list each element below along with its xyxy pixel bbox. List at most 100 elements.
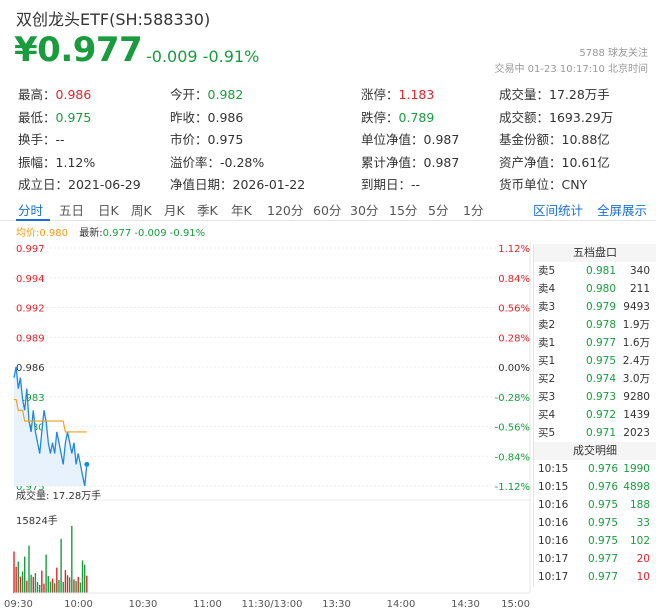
tab-10[interactable]: 30分 [350, 203, 379, 218]
stat-value: -- [411, 177, 421, 192]
stat-item: 单位净值：0.987 [361, 129, 459, 148]
stat-item: 净值日期：2026-01-22 [170, 174, 305, 193]
stat-value: 10.88亿 [561, 132, 610, 147]
time-tick-label: 15:00 [501, 599, 530, 610]
level-qty: 211 [629, 283, 650, 295]
legend-avg-value: 0.980 [39, 228, 69, 239]
level-label: 买5 [538, 427, 556, 439]
stat-item: 累计净值：0.987 [361, 152, 459, 171]
stat-item: 溢价率：-0.28% [170, 152, 264, 171]
stat-item: 资产净值：10.61亿 [499, 152, 610, 171]
fullscreen-link[interactable]: 全屏展示 [597, 203, 648, 218]
stat-value: 0.975 [207, 132, 244, 147]
trade-price: 0.977 [587, 553, 618, 565]
trade-row: 10:17 0.977 20 [534, 550, 656, 568]
trade-qty: 1990 [623, 463, 650, 475]
volume-bar [53, 583, 56, 593]
level-price: 0.973 [585, 391, 616, 403]
ask-levels: 卖5 0.981 340 卖4 0.980 211 卖3 0.979 9493 卖2 0.978 1.… [534, 262, 656, 352]
pct-tick-label: -0.84% [495, 452, 530, 463]
order-book-row: 买1 0.975 2.4万 [534, 352, 656, 370]
trade-time: 10:17 [538, 553, 569, 565]
stat-value: 1693.29万 [549, 109, 614, 125]
volume-bar [64, 570, 67, 593]
stat-label: 基金份额： [499, 132, 562, 147]
chart-legend: 均价:0.980 最新:0.977 -0.009 -0.91% [16, 224, 205, 239]
time-tick-label: 11:30/13:00 [241, 599, 302, 610]
intraday-chart[interactable]: 0.997 1.12% 0.994 0.84% 0.992 0.56% 0.989 0.28%… [0, 236, 533, 615]
time-tick-label: 10:30 [129, 599, 158, 610]
level-qty: 3.0万 [622, 373, 650, 385]
stat-item: 换手：-- [18, 129, 65, 148]
range-stats-link[interactable]: 区间统计 [533, 203, 584, 218]
order-book-row: 卖1 0.977 1.6万 [534, 334, 656, 352]
level-qty: 2023 [623, 427, 650, 439]
tab-8[interactable]: 120分 [267, 203, 304, 218]
stat-value: -- [55, 132, 65, 147]
tab-9[interactable]: 60分 [313, 203, 342, 218]
stat-item: 市价：0.975 [170, 129, 243, 148]
stat-item: 最高：0.986 [18, 84, 91, 103]
level-label: 买1 [538, 355, 556, 367]
quote-stats-grid: 最高：0.986 今开：0.982 涨停：1.183 成交量：17.28万手 最低：0.… [18, 84, 648, 197]
follower-count[interactable]: 5788 球友关注 [579, 48, 648, 59]
pct-tick-label: -0.56% [495, 423, 530, 434]
volume-bar [58, 579, 60, 593]
stat-label: 换手： [18, 132, 56, 147]
trade-price: 0.977 [587, 571, 618, 583]
volume-bar [75, 581, 77, 593]
trade-price: 0.976 [587, 481, 618, 493]
trade-price: 0.975 [587, 517, 618, 529]
stat-value: -0.28% [220, 154, 265, 170]
stat-label: 成交额： [499, 109, 550, 125]
volume-bar [83, 564, 86, 593]
volume-bar [38, 584, 41, 593]
level-price: 0.979 [585, 301, 616, 313]
tab-7[interactable]: 年K [231, 203, 252, 218]
level-qty: 9280 [623, 391, 650, 403]
tab-13[interactable]: 1分 [463, 203, 484, 218]
stat-label: 昨收： [170, 109, 208, 125]
trade-status-time: 交易中 01-23 10:17:10 北京时间 [494, 64, 648, 75]
stat-value: CNY [561, 177, 588, 192]
price-line [13, 366, 88, 487]
level-qty: 1.9万 [622, 319, 650, 331]
tab-6[interactable]: 季K [197, 203, 218, 218]
volume-bar [17, 561, 19, 593]
tab-4[interactable]: 周K [131, 203, 152, 218]
stat-label: 市价： [170, 132, 208, 147]
trade-time: 10:17 [538, 571, 569, 583]
tab-1[interactable]: 分时 [18, 203, 44, 218]
trade-list: 10:15 0.976 1990 10:15 0.976 4898 10:16 0.975 18… [534, 460, 656, 586]
stat-item: 成立日：2021-06-29 [18, 174, 141, 193]
tab-12[interactable]: 5分 [428, 203, 449, 218]
bid-levels: 买1 0.975 2.4万 买2 0.974 3.0万 买3 0.973 9280 买4 0.972… [534, 352, 656, 442]
volume-bar [36, 581, 39, 593]
order-book-row: 买3 0.973 9280 [534, 388, 656, 406]
volume-bar [13, 551, 15, 593]
level-label: 卖2 [538, 319, 556, 331]
pct-tick-label: -1.12% [495, 482, 530, 493]
volume-bar [49, 581, 52, 593]
time-tick-label: 13:30 [322, 599, 351, 610]
price-tick-label: 0.992 [16, 304, 45, 315]
level-qty: 340 [629, 265, 650, 277]
stat-label: 累计净值： [361, 154, 424, 170]
stat-item: 振幅：1.12% [18, 152, 95, 171]
volume-bar [68, 577, 71, 593]
volume-bar [62, 581, 64, 593]
tab-3[interactable]: 日K [98, 203, 119, 218]
level-qty: 9493 [623, 301, 650, 313]
trade-row: 10:17 0.977 10 [534, 568, 656, 586]
level-label: 卖4 [538, 283, 556, 295]
stat-label: 成交量： [499, 87, 550, 102]
tab-2[interactable]: 五日 [59, 203, 85, 218]
trades-title: 成交明细 [534, 442, 656, 460]
pct-tick-label: 0.00% [498, 363, 530, 374]
trade-price: 0.975 [587, 499, 618, 511]
tab-11[interactable]: 15分 [389, 203, 418, 218]
stat-value: 2026-01-22 [232, 177, 306, 192]
tab-5[interactable]: 月K [164, 203, 185, 218]
stat-label: 最高： [18, 87, 56, 102]
volume-label: 成交量: 17.28万手 [16, 489, 101, 502]
